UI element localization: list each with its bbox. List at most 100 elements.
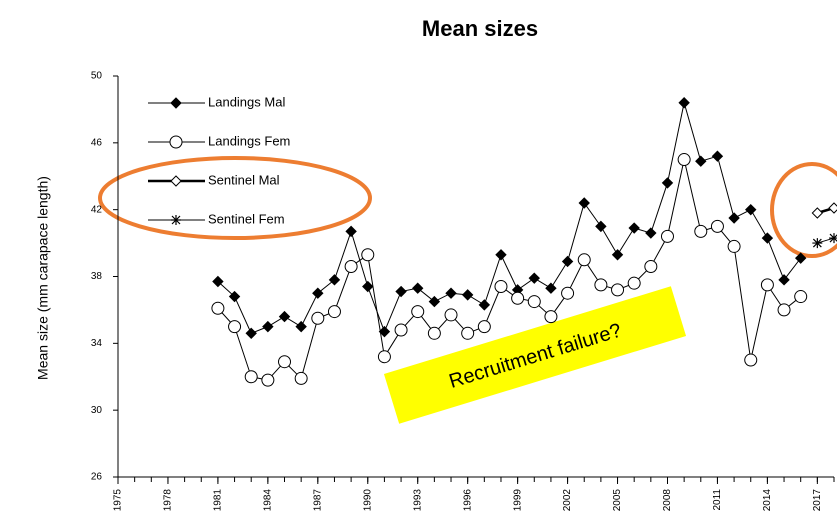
marker [294, 371, 308, 385]
marker [761, 232, 774, 244]
marker [694, 224, 708, 238]
marker [461, 326, 475, 340]
marker [377, 350, 391, 364]
marker [395, 285, 407, 298]
legend-marker [170, 175, 182, 187]
marker [328, 274, 341, 286]
x-tick-label: 2008 [662, 489, 673, 512]
marker [595, 220, 607, 233]
legend-marker [169, 135, 183, 149]
x-tick-label: 2011 [712, 489, 723, 511]
marker [812, 238, 823, 249]
x-tick-label: 2014 [762, 489, 773, 512]
chart-title: Mean sizes [422, 16, 538, 41]
marker [545, 282, 557, 294]
marker [361, 248, 375, 262]
x-tick-label: 1993 [412, 489, 423, 512]
marker [829, 233, 837, 244]
x-tick-label: 1978 [163, 489, 174, 512]
marker [645, 227, 657, 239]
x-tick-label: 1984 [263, 489, 274, 512]
y-axis-label: Mean size (mm carapace length) [35, 176, 51, 380]
marker [677, 153, 691, 167]
legend: Landings Mal Landings Fem Sentinel Mal Sent… [148, 94, 290, 226]
marker [760, 278, 774, 292]
marker [211, 301, 225, 315]
marker [745, 203, 757, 216]
marker [660, 229, 674, 243]
marker [710, 219, 724, 233]
marker [778, 274, 790, 286]
series-line [217, 102, 802, 334]
y-tick-label: 30 [91, 405, 103, 416]
marker [727, 239, 741, 253]
legend-marker [170, 97, 182, 109]
marker [412, 282, 424, 294]
marker [245, 327, 257, 340]
marker [244, 370, 258, 384]
marker [278, 355, 292, 369]
highlight-ellipse [770, 162, 837, 258]
marker [362, 280, 374, 293]
x-tick-label: 1981 [213, 489, 224, 512]
marker [611, 283, 625, 297]
marker [627, 276, 641, 290]
marker [261, 373, 275, 387]
marker [644, 259, 658, 273]
legend-label: Sentinel Fem [208, 211, 285, 226]
marker [344, 259, 358, 273]
marker [228, 290, 241, 303]
legend-label: Sentinel Mal [208, 172, 280, 187]
marker [262, 320, 274, 333]
y-tick-label: 42 [91, 204, 103, 215]
marker [811, 207, 824, 219]
marker [461, 289, 474, 301]
x-tick-label: 1996 [462, 489, 473, 512]
marker [794, 252, 807, 264]
marker [728, 212, 740, 224]
marker [212, 275, 224, 288]
marker [577, 253, 591, 267]
marker [561, 255, 574, 268]
marker [345, 225, 357, 238]
marker [511, 291, 525, 305]
y-tick-label: 34 [91, 338, 103, 349]
marker [428, 295, 441, 308]
marker [427, 326, 441, 340]
x-tick-label: 1975 [113, 489, 124, 512]
marker [828, 202, 837, 214]
marker [528, 272, 540, 284]
marker [444, 308, 458, 322]
marker [594, 278, 608, 292]
marker [445, 287, 457, 299]
marker [311, 311, 325, 325]
marker [678, 97, 690, 109]
series-line [817, 237, 835, 244]
x-tick-label: 2017 [812, 489, 823, 512]
marker [477, 320, 491, 334]
marker [494, 280, 508, 294]
x-tick-label: 1987 [312, 489, 323, 512]
marker [394, 323, 408, 337]
marker [411, 305, 425, 319]
marker [661, 177, 674, 189]
marker [495, 249, 507, 261]
marker [711, 150, 724, 162]
legend-marker [171, 215, 181, 225]
marker [278, 310, 291, 323]
marker [327, 305, 341, 319]
x-tick-label: 1990 [362, 489, 373, 512]
marker [695, 155, 707, 167]
x-tick-label: 1999 [512, 489, 523, 512]
marker [561, 286, 575, 300]
y-tick-label: 50 [91, 71, 103, 82]
marker [794, 290, 808, 304]
y-tick-label: 38 [91, 271, 103, 282]
marker [544, 310, 558, 324]
marker [378, 325, 391, 338]
highlight [383, 286, 687, 424]
marker [611, 249, 624, 261]
legend-label: Landings Mal [208, 94, 285, 109]
